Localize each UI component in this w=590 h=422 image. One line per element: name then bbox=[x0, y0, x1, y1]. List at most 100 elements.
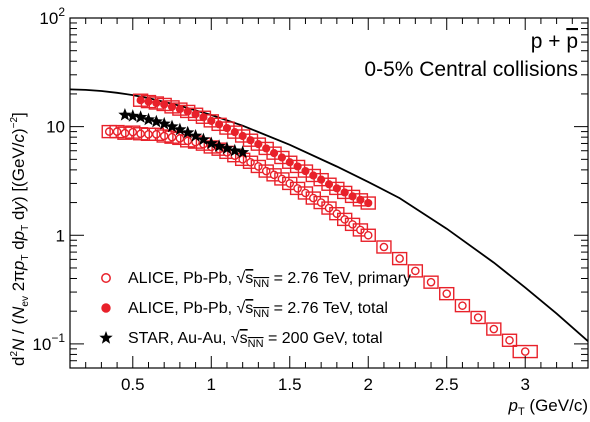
primary-point bbox=[183, 136, 193, 146]
primary-point bbox=[458, 301, 467, 310]
total-point bbox=[285, 158, 294, 167]
legend-label: ALICE, Pb-Pb, √sNN = 2.76 TeV, primary bbox=[128, 270, 411, 290]
primary-syst-box bbox=[439, 286, 455, 301]
x-tick-label: 0.5 bbox=[121, 375, 145, 394]
total-point bbox=[144, 97, 153, 106]
primary-syst-box bbox=[376, 240, 392, 254]
star-point bbox=[228, 143, 242, 157]
primary-syst-box bbox=[250, 159, 267, 174]
total-syst-box bbox=[219, 121, 235, 135]
total-point bbox=[254, 140, 263, 149]
primary-point bbox=[363, 230, 373, 240]
axis-ticks: 0.5 1 1.5 2 2.5 3 10−1 1 10 102 bbox=[32, 5, 589, 394]
x-axis-unit: (GeV/c) bbox=[525, 396, 588, 415]
star-point bbox=[204, 136, 218, 150]
primary-syst-box bbox=[360, 228, 376, 242]
total-point bbox=[191, 110, 200, 119]
legend-marker-star bbox=[99, 331, 113, 344]
total-syst-box bbox=[360, 196, 376, 210]
total-syst-box bbox=[297, 164, 314, 178]
star-point bbox=[149, 114, 163, 128]
primary-point bbox=[379, 242, 389, 252]
total-syst-box bbox=[282, 155, 298, 169]
total-point bbox=[183, 107, 192, 116]
star-point bbox=[220, 141, 234, 155]
primary-point bbox=[505, 335, 514, 345]
primary-point bbox=[152, 130, 161, 139]
star-point bbox=[173, 122, 187, 136]
legend: ALICE, Pb-Pb, √sNN = 2.76 TeV, primary AL… bbox=[99, 270, 411, 350]
primary-point bbox=[426, 277, 436, 287]
primary-point bbox=[112, 127, 122, 136]
primary-point bbox=[489, 324, 499, 334]
star-point bbox=[236, 145, 250, 158]
primary-point bbox=[277, 174, 287, 184]
primary-point bbox=[301, 188, 310, 198]
plot-area bbox=[70, 88, 588, 378]
total-point bbox=[160, 100, 169, 109]
primary-point bbox=[104, 127, 114, 136]
x-tick-label: 3 bbox=[520, 375, 529, 394]
total-point bbox=[152, 98, 161, 108]
legend-label: ALICE, Pb-Pb, √sNN = 2.76 TeV, total bbox=[128, 300, 388, 320]
primary-point bbox=[411, 266, 420, 276]
primary-point bbox=[285, 179, 295, 188]
legend-marker-primary bbox=[101, 273, 111, 283]
primary-point bbox=[144, 130, 153, 139]
y-tick-label: 10−1 bbox=[32, 331, 65, 354]
total-point bbox=[348, 192, 357, 201]
annotation-system: p + p bbox=[531, 30, 578, 53]
plot-frame bbox=[69, 17, 589, 369]
primary-point bbox=[159, 131, 169, 141]
x-axis-var: p bbox=[508, 396, 518, 415]
total-syst-box bbox=[266, 146, 282, 160]
total-syst-box bbox=[274, 150, 290, 165]
total-syst-box bbox=[250, 137, 267, 151]
y-tick-label: 1 bbox=[56, 226, 65, 245]
annotation-centrality: 0-5% Central collisions bbox=[364, 58, 578, 81]
model-curve-line bbox=[70, 88, 588, 342]
primary-syst-box bbox=[454, 298, 471, 313]
star-point bbox=[134, 110, 148, 123]
star-point bbox=[212, 139, 226, 152]
total-point bbox=[301, 166, 310, 176]
primary-syst-box bbox=[282, 176, 298, 191]
x-tick-label: 1.5 bbox=[278, 375, 302, 394]
total-point bbox=[238, 131, 247, 141]
star-point bbox=[165, 119, 179, 133]
total-point bbox=[277, 153, 287, 162]
legend-label: STAR, Au-Au, √sNN = 200 GeV, total bbox=[128, 330, 383, 350]
primary-point bbox=[254, 162, 263, 171]
total-point bbox=[317, 175, 326, 184]
total-point bbox=[136, 96, 145, 105]
y-tick-label: 10 bbox=[46, 118, 65, 137]
legend-marker-total bbox=[101, 303, 111, 313]
primary-point bbox=[128, 127, 138, 137]
total-point bbox=[167, 102, 177, 111]
primary-point bbox=[553, 371, 560, 378]
primary-syst-box bbox=[470, 310, 486, 325]
primary-point bbox=[309, 193, 318, 203]
primary-point bbox=[395, 254, 404, 263]
total-point bbox=[364, 198, 373, 208]
primary-point bbox=[238, 155, 247, 164]
total-syst-box bbox=[313, 172, 329, 187]
primary-syst-box bbox=[274, 172, 290, 186]
primary-syst-box bbox=[305, 191, 322, 205]
x-axis-title: pT (GeV/c) bbox=[508, 396, 589, 418]
y-axis-title: d2N / (Nev 2πpT dpT dy) [(GeV/c)−2] bbox=[9, 112, 31, 366]
primary-point bbox=[442, 289, 452, 298]
primary-point bbox=[473, 313, 483, 322]
primary-syst-box bbox=[423, 275, 439, 289]
primary-point bbox=[293, 184, 302, 193]
primary-point bbox=[520, 347, 530, 356]
total-syst-box bbox=[305, 168, 322, 183]
primary-point bbox=[136, 129, 145, 139]
primary-syst-box bbox=[407, 264, 424, 278]
primary-point bbox=[120, 128, 130, 138]
primary-syst-box bbox=[297, 186, 314, 200]
star-point bbox=[118, 108, 132, 121]
star-point bbox=[141, 112, 156, 126]
star-point bbox=[188, 129, 203, 142]
